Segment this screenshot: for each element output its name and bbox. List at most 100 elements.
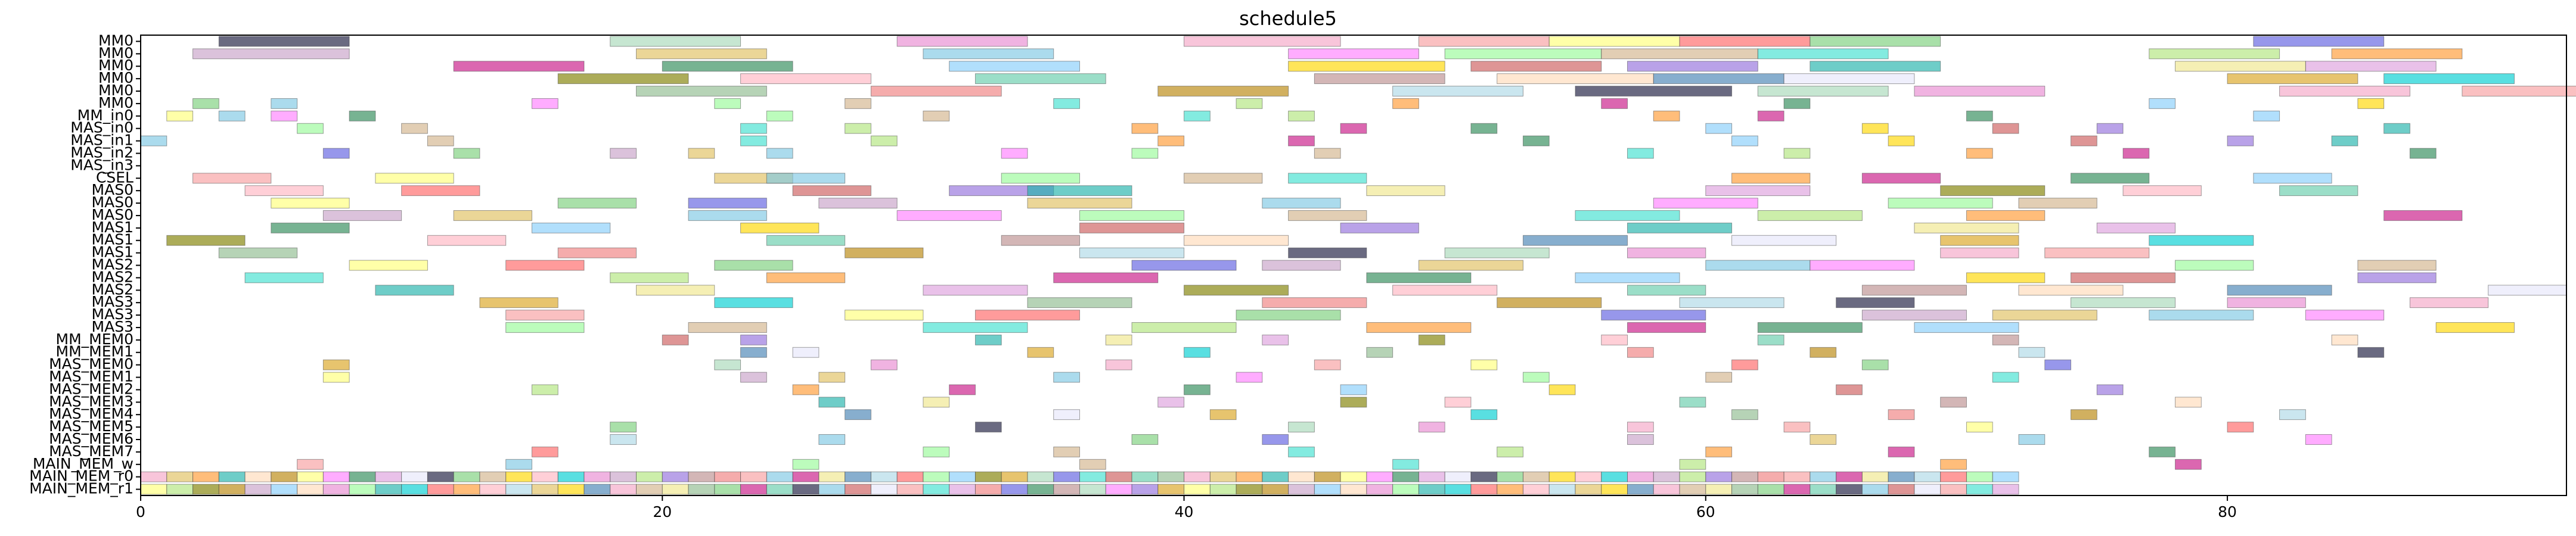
- task-bar: [244, 185, 324, 197]
- task-bar: [166, 484, 194, 495]
- task-bar: [1418, 36, 1550, 47]
- task-bar: [1653, 471, 1680, 482]
- task-bar: [2435, 322, 2515, 333]
- task-bar: [1940, 247, 2019, 258]
- y-tick-label: MAS1: [92, 244, 134, 261]
- task-bar: [1861, 484, 1889, 495]
- task-bar: [427, 471, 454, 482]
- task-bar: [271, 98, 298, 109]
- task-bar: [766, 272, 846, 283]
- task-bar: [1705, 260, 1811, 271]
- task-bar: [531, 98, 558, 109]
- task-bar: [1470, 409, 1498, 420]
- task-bar: [2305, 434, 2332, 445]
- task-bar: [714, 98, 741, 109]
- task-bar: [662, 334, 689, 345]
- task-bar: [1861, 310, 1967, 321]
- task-bar: [1757, 48, 1889, 60]
- task-bar: [1497, 471, 1523, 482]
- task-bar: [218, 247, 298, 258]
- task-bar: [818, 484, 846, 495]
- task-bar: [2331, 334, 2358, 345]
- task-bar: [2122, 185, 2202, 197]
- task-bar: [688, 484, 715, 495]
- task-bar: [818, 397, 846, 408]
- task-bar: [375, 484, 402, 495]
- task-bar: [1288, 484, 1315, 495]
- task-bar: [1888, 135, 1915, 147]
- task-bar: [1027, 484, 1054, 495]
- task-bar: [1131, 322, 1237, 333]
- task-bar: [792, 185, 871, 197]
- task-bar: [896, 471, 924, 482]
- task-bar: [1314, 359, 1341, 370]
- task-bar: [610, 484, 637, 495]
- task-bar: [1757, 322, 1863, 333]
- task-bar: [2070, 297, 2176, 308]
- task-bar: [322, 359, 350, 370]
- axis-layer: MM0MM0MM0MM0MM0MM0MM_in0MAS_in0MAS_in1MA…: [29, 32, 2567, 521]
- y-tick-label: MAS_MEM5: [49, 417, 134, 435]
- task-bar: [1184, 173, 1263, 184]
- task-bar: [688, 210, 767, 221]
- task-bar: [1184, 384, 1211, 395]
- task-bar: [505, 260, 585, 271]
- y-tick-label: MM0: [98, 94, 134, 111]
- task-bar: [1705, 484, 1733, 495]
- task-bar: [1392, 484, 1419, 495]
- task-bar: [297, 123, 324, 134]
- task-bar: [322, 372, 350, 383]
- task-bar: [1470, 359, 1498, 370]
- task-bar: [1914, 222, 2019, 233]
- task-bar: [1627, 61, 1758, 72]
- task-bar: [1340, 123, 1367, 134]
- task-bar: [531, 222, 611, 233]
- task-bar: [1288, 471, 1315, 482]
- task-bar: [1053, 272, 1159, 283]
- task-bar: [1157, 86, 1289, 96]
- task-bar: [584, 484, 611, 495]
- task-bar: [2331, 48, 2463, 60]
- task-bar: [1001, 235, 1080, 246]
- task-bar: [792, 471, 820, 482]
- task-bar: [218, 471, 246, 482]
- task-bar: [2227, 73, 2358, 85]
- task-bar: [1314, 471, 1341, 482]
- task-bar: [1914, 471, 1941, 482]
- task-bar: [845, 471, 871, 482]
- task-bar: [1783, 471, 1811, 482]
- task-bar: [505, 310, 585, 321]
- task-bar: [1497, 446, 1523, 457]
- task-bar: [1053, 98, 1080, 109]
- task-bar: [610, 148, 637, 159]
- task-bar: [297, 484, 324, 495]
- y-tick-label: MM_MEM1: [56, 343, 134, 360]
- task-bar: [1184, 285, 1289, 296]
- task-bar: [662, 484, 689, 495]
- task-bar: [1340, 397, 1367, 408]
- task-bar: [1079, 222, 1185, 233]
- task-bar: [322, 148, 350, 159]
- x-tick-label: 60: [1696, 503, 1715, 521]
- task-bar: [1601, 471, 1628, 482]
- task-bar: [1392, 86, 1523, 96]
- task-bar: [1444, 247, 1550, 258]
- y-tick-label: MM_in0: [77, 107, 134, 124]
- task-bar: [1288, 61, 1445, 72]
- task-bar: [1810, 347, 1837, 358]
- task-bar: [1053, 484, 1080, 495]
- task-bar: [1992, 334, 2019, 345]
- y-tick-label: MAS0: [92, 181, 134, 198]
- task-bar: [140, 471, 167, 482]
- task-bar: [453, 484, 480, 495]
- task-bar: [1470, 471, 1498, 482]
- task-bar: [974, 471, 1002, 482]
- task-bar: [1575, 210, 1680, 221]
- task-bar: [1966, 210, 2046, 221]
- task-bar: [1888, 409, 1915, 420]
- task-bar: [1470, 123, 1498, 134]
- task-bar: [1861, 123, 1889, 134]
- task-bar: [1340, 222, 1419, 233]
- task-bar: [271, 198, 350, 208]
- task-bar: [1575, 86, 1733, 96]
